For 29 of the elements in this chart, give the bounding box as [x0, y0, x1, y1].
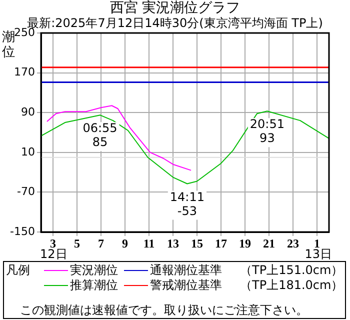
- annotation: 06:55 85: [82, 121, 118, 150]
- x-tick-label: 11: [143, 236, 155, 250]
- text: （TP上181.0cm）: [240, 278, 344, 292]
- y-tick-label: 10: [21, 145, 35, 158]
- annotation: 14:11 -53: [170, 190, 204, 218]
- x-tick-label: 23: [287, 236, 299, 250]
- legend-label: 実況潮位: [70, 263, 118, 277]
- x-tick-label: 15: [191, 236, 203, 250]
- y-axis-title: 潮位: [2, 30, 15, 60]
- y-tick-label: 90: [21, 105, 35, 118]
- legend-label: 警戒潮位基準: [150, 278, 222, 292]
- chart-subtitle: 最新:2025年7月12日14時30分(東京湾平均海面 TP上): [27, 16, 324, 30]
- legend-label: 推算潮位: [70, 278, 118, 292]
- x-tick-label: 17: [215, 236, 227, 250]
- legend-label: 通報潮位基準: [150, 263, 222, 277]
- x-tick-label: 21: [263, 236, 275, 250]
- chart-title: 西宮 実況潮位グラフ: [108, 0, 242, 16]
- annotation: 20:51 93: [250, 117, 284, 146]
- y-tick-label: 170: [14, 66, 35, 79]
- x-tick-label: 19: [239, 236, 251, 250]
- y-tick-label: -150: [10, 224, 35, 238]
- x-tick-label: 5: [74, 236, 80, 250]
- y-tick-label: -70: [17, 185, 35, 198]
- legend-title: 凡例: [6, 263, 30, 277]
- x-tick-label: 13: [167, 236, 179, 250]
- text: （TP上151.0cm）: [240, 263, 344, 277]
- x-tick-label: 7: [98, 236, 104, 250]
- text: この観測値は速報値です。取り扱いにご注意下さい。: [20, 303, 308, 317]
- x-tick-label: 9: [122, 236, 128, 250]
